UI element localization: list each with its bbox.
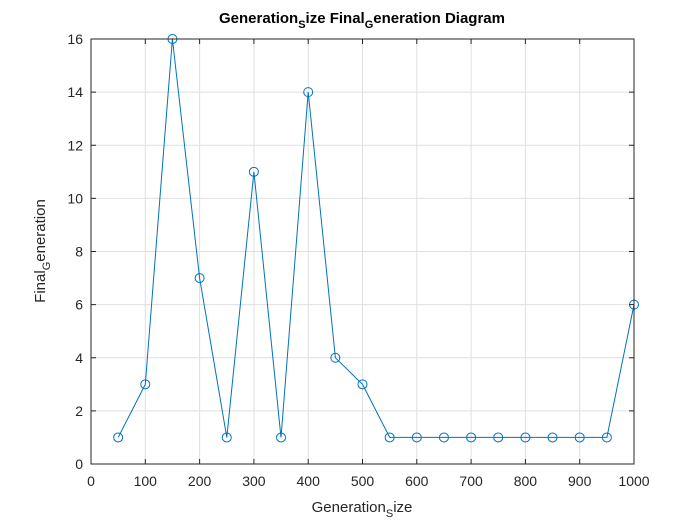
data-point — [330, 352, 341, 363]
data-point — [140, 379, 151, 390]
axis-ticks — [90, 38, 635, 465]
x-tick-label: 100 — [134, 473, 158, 489]
x-tick-label: 900 — [568, 473, 592, 489]
y-tick-label: 16 — [67, 31, 83, 47]
data-point — [113, 432, 124, 443]
data-point — [466, 432, 477, 443]
y-tick-label: 6 — [75, 297, 83, 313]
x-tick-label: 1000 — [618, 473, 649, 489]
x-tick-label: 0 — [87, 473, 95, 489]
x-tick-label: 400 — [297, 473, 321, 489]
x-tick-label: 300 — [242, 473, 266, 489]
x-axis-label: GenerationSize — [312, 499, 413, 520]
data-series — [113, 34, 639, 443]
data-point — [384, 432, 395, 443]
data-point — [493, 432, 504, 443]
data-point — [574, 432, 585, 443]
data-point — [411, 432, 422, 443]
y-tick-label: 8 — [75, 244, 83, 260]
y-tick-label: 14 — [67, 84, 83, 100]
x-tick-label: 200 — [188, 473, 212, 489]
data-point — [601, 432, 612, 443]
chart-title: GenerationSize FinalGeneration Diagram — [219, 10, 505, 31]
data-point — [194, 273, 205, 284]
data-point — [303, 87, 314, 98]
data-point — [276, 432, 287, 443]
y-tick-label: 4 — [75, 350, 83, 366]
data-point — [520, 432, 531, 443]
x-tick-label: 600 — [405, 473, 429, 489]
x-tick-label: 500 — [351, 473, 375, 489]
y-tick-label: 10 — [67, 190, 83, 206]
data-point — [547, 432, 558, 443]
y-tick-label: 0 — [75, 456, 83, 472]
data-point — [248, 166, 259, 177]
tick-labels: 0 100 200 300 400 500 600 700 800 900 1000 0 2 4 6 8 10 1… — [67, 31, 649, 489]
data-point — [357, 379, 368, 390]
data-point — [221, 432, 232, 443]
x-tick-label: 800 — [514, 473, 538, 489]
x-tick-label: 700 — [459, 473, 483, 489]
data-point — [438, 432, 449, 443]
y-tick-label: 12 — [67, 137, 83, 153]
y-tick-label: 2 — [75, 403, 83, 419]
y-axis-label: FinalGeneration — [32, 199, 53, 303]
